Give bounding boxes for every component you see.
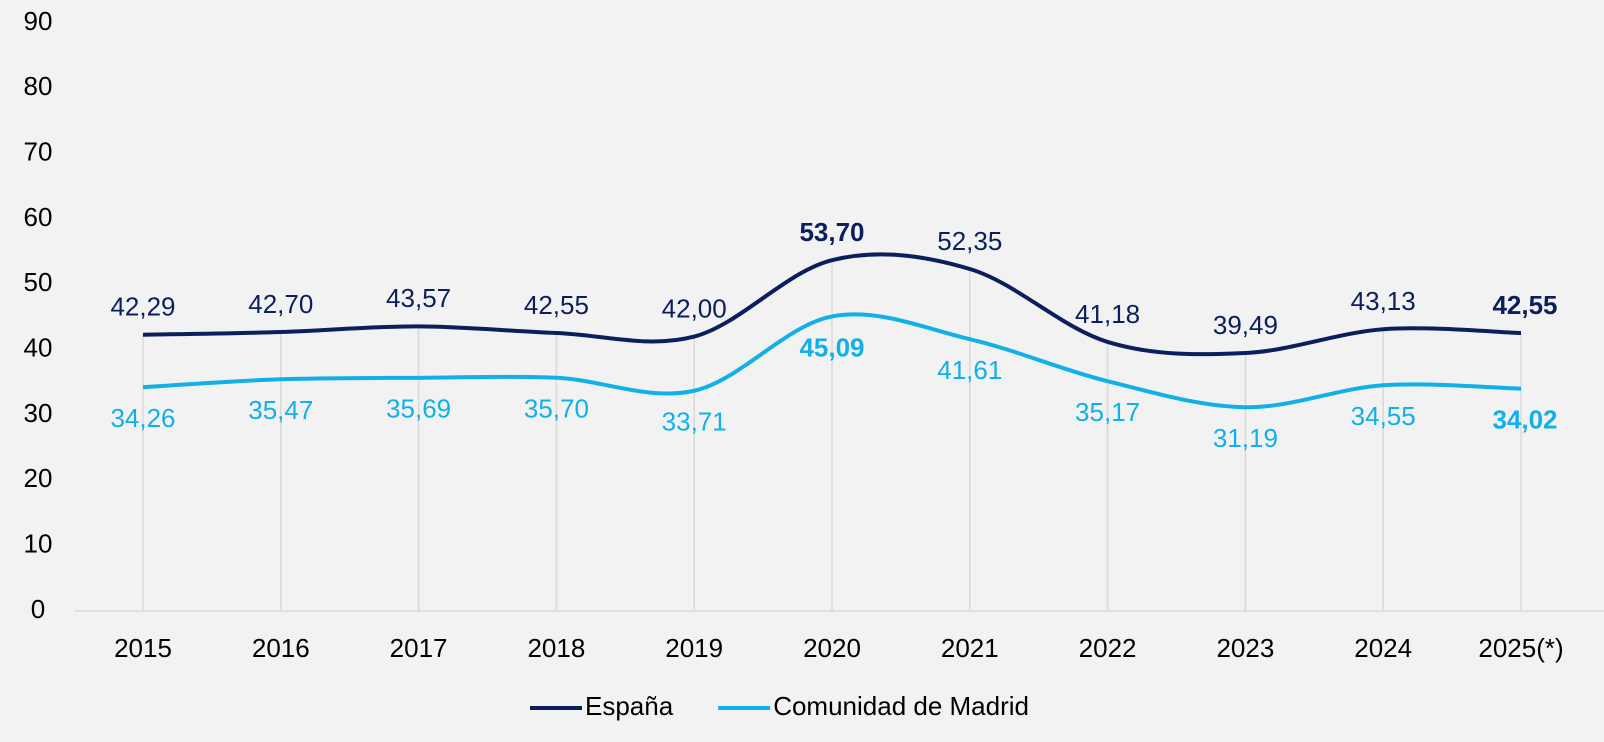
data-label: 34,55	[1351, 401, 1416, 431]
data-label: 42,70	[248, 289, 313, 319]
x-tick-label: 2015	[114, 633, 172, 663]
legend-label: Comunidad de Madrid	[773, 691, 1029, 721]
x-tick-label: 2025(*)	[1478, 633, 1563, 663]
data-label: 53,70	[799, 217, 864, 247]
x-tick-label: 2023	[1216, 633, 1274, 663]
data-label: 39,49	[1213, 310, 1278, 340]
y-tick-label: 0	[31, 594, 45, 624]
y-tick-label: 60	[24, 202, 53, 232]
y-tick-label: 10	[24, 529, 53, 559]
data-label: 42,55	[1492, 290, 1557, 320]
y-tick-label: 70	[24, 137, 53, 167]
data-label: 52,35	[937, 226, 1002, 256]
x-tick-label: 2021	[941, 633, 999, 663]
data-label: 35,47	[248, 395, 313, 425]
x-tick-label: 2020	[803, 633, 861, 663]
y-tick-label: 90	[24, 6, 53, 36]
y-tick-label: 40	[24, 333, 53, 363]
series-line	[142, 252, 1522, 357]
data-label: 31,19	[1213, 423, 1278, 453]
y-tick-label: 80	[24, 71, 53, 101]
data-label: 35,70	[524, 394, 589, 424]
x-tick-label: 2017	[390, 633, 448, 663]
data-label: 33,71	[662, 407, 727, 437]
x-tick-label: 2024	[1354, 633, 1412, 663]
data-label: 42,00	[662, 293, 727, 323]
data-label: 43,57	[386, 283, 451, 313]
y-tick-label: 30	[24, 398, 53, 428]
data-label: 42,29	[110, 292, 175, 322]
data-label: 35,69	[386, 394, 451, 424]
x-tick-label: 2016	[252, 633, 310, 663]
data-label: 35,17	[1075, 397, 1140, 427]
data-label: 41,61	[937, 355, 1002, 385]
series-line	[142, 312, 1522, 410]
data-label: 34,02	[1492, 405, 1557, 435]
data-label: 34,26	[110, 403, 175, 433]
data-label: 43,13	[1351, 286, 1416, 316]
data-label: 41,18	[1075, 299, 1140, 329]
x-tick-label: 2018	[527, 633, 585, 663]
legend-label: España	[585, 691, 674, 721]
y-tick-label: 50	[24, 267, 53, 297]
data-label: 42,55	[524, 290, 589, 320]
data-label: 45,09	[799, 332, 864, 362]
x-tick-label: 2019	[665, 633, 723, 663]
y-tick-label: 20	[24, 463, 53, 493]
x-tick-label: 2022	[1079, 633, 1137, 663]
